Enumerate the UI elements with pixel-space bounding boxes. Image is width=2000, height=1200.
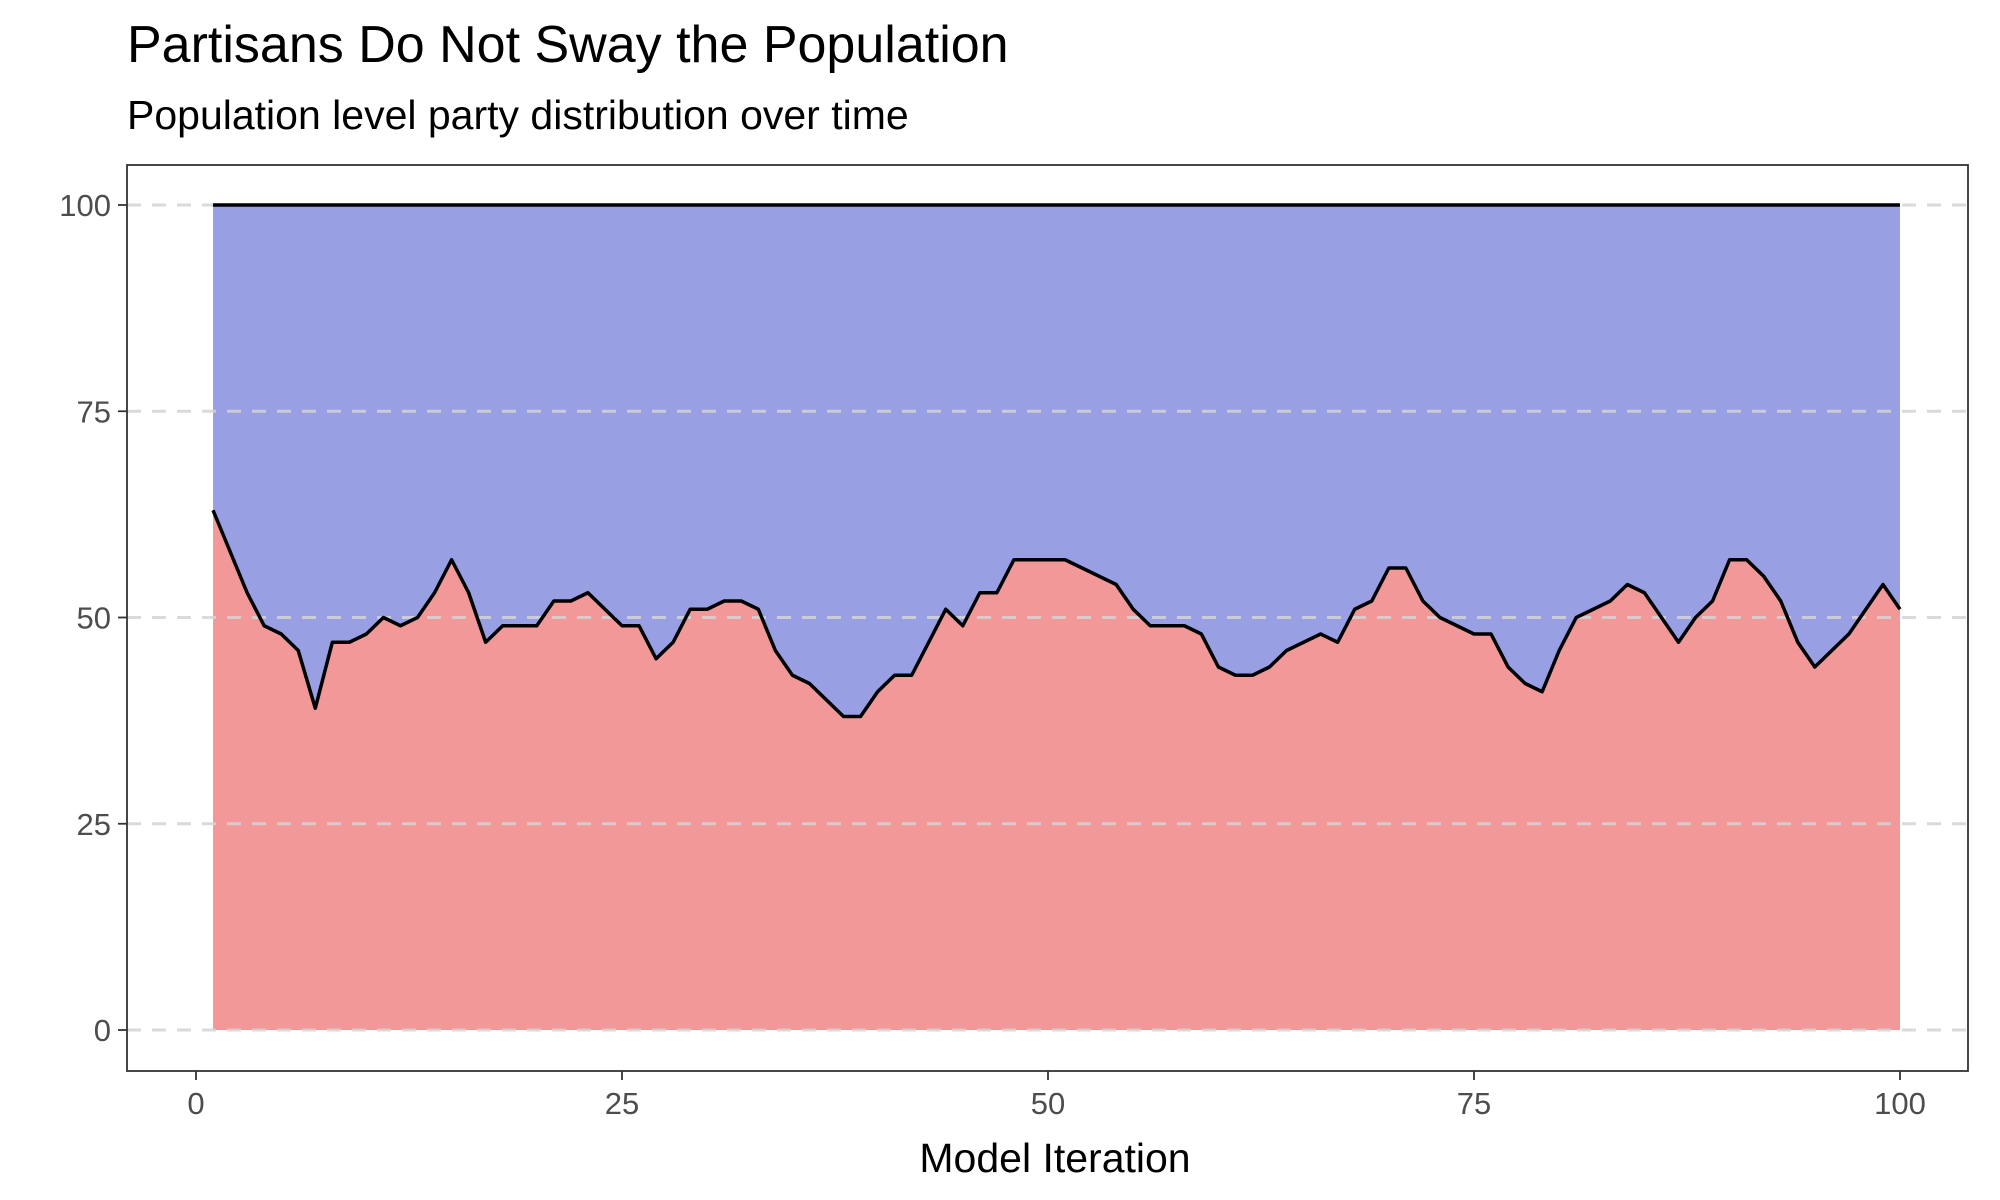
- x-tick-label-0: 0: [187, 1086, 204, 1121]
- x-tick-label-100: 100: [1874, 1086, 1926, 1121]
- boundary-line-series-1: [211, 509, 1902, 719]
- area-series-2: [213, 205, 1900, 717]
- x-axis-title: Model Iteration: [919, 1135, 1190, 1181]
- y-tick-label-0: 0: [94, 1013, 111, 1048]
- chart-title: Partisans Do Not Sway the Population: [127, 16, 1009, 74]
- x-tick-label-75: 75: [1457, 1086, 1491, 1121]
- y-tick-label-100: 100: [59, 188, 111, 223]
- y-tick-label-50: 50: [77, 601, 111, 636]
- y-tick-label-75: 75: [77, 394, 111, 429]
- area-series-1: [213, 510, 1900, 1030]
- chart-subtitle: Population level party distribution over…: [127, 92, 909, 138]
- x-tick-label-50: 50: [1031, 1086, 1065, 1121]
- x-tick-label-25: 25: [605, 1086, 639, 1121]
- y-tick-label-25: 25: [77, 807, 111, 842]
